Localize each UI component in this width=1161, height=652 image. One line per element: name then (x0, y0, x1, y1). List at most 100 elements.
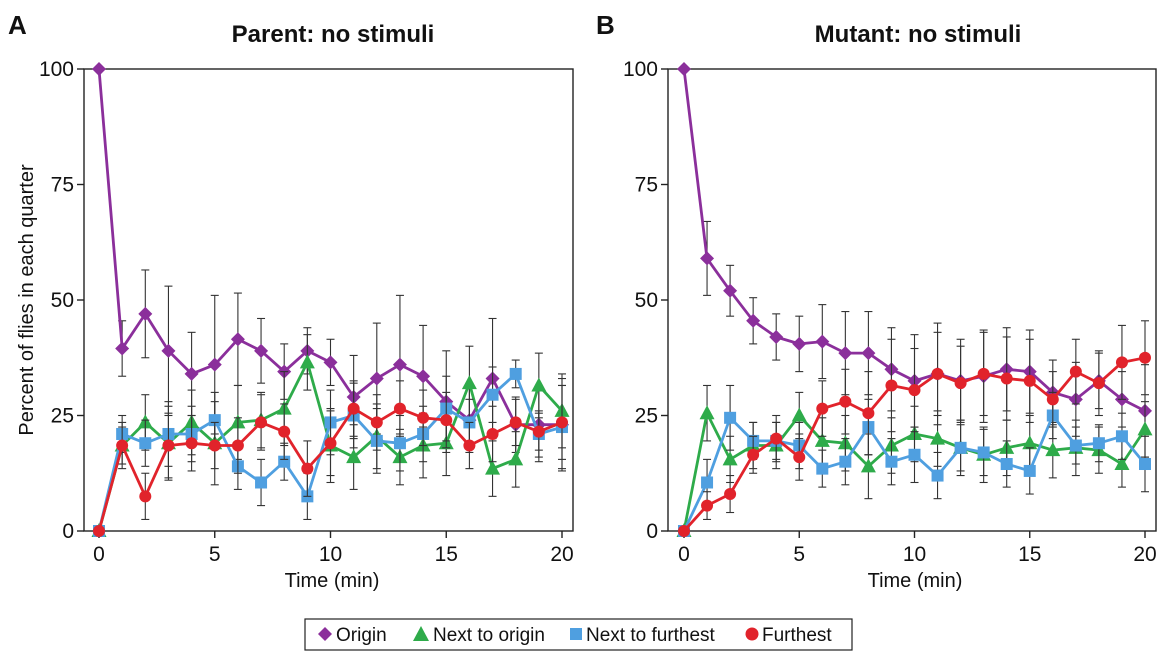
data-point-next-to-origin (299, 354, 315, 369)
data-point-furthest (747, 448, 760, 461)
data-point-next-to-origin (1045, 442, 1061, 457)
panel-a-series-furthest (93, 380, 568, 537)
panel-b-series-next-to-furthest (678, 384, 1151, 537)
panel-a-x-tick-label: 0 (93, 543, 105, 566)
panel-b-x-tick-label: 15 (1018, 543, 1041, 566)
panel-b-x-tick-label: 0 (678, 543, 690, 566)
data-point-next-to-furthest (839, 455, 852, 468)
data-point-furthest (862, 407, 875, 420)
data-point-next-to-furthest (255, 476, 268, 489)
panel-a-x-axis-label: Time (min) (285, 570, 380, 592)
data-point-next-to-origin (699, 405, 715, 420)
panel-b-y-tick-label: 100 (623, 58, 658, 81)
data-point-origin (700, 251, 715, 266)
legend-label-next-to-furthest: Next to furthest (586, 625, 716, 646)
data-point-furthest (324, 437, 337, 450)
data-point-next-to-origin (791, 407, 807, 422)
panel-a-x-tick-label: 15 (435, 543, 458, 566)
data-point-next-to-furthest (977, 446, 990, 459)
panel-a-y-tick-label: 50 (51, 289, 74, 312)
panel-b-letter: B (596, 10, 615, 40)
data-point-origin (792, 336, 807, 351)
data-point-origin (746, 313, 761, 328)
data-point-origin (861, 346, 876, 361)
data-point-furthest (532, 425, 545, 438)
legend-item-next-to-origin: Next to origin (413, 625, 545, 646)
data-point-origin (416, 369, 431, 384)
data-point-next-to-furthest (885, 455, 898, 468)
legend: Origin Next to origin Next to furthest F… (304, 618, 853, 651)
data-point-next-to-origin (485, 460, 501, 475)
data-point-next-to-furthest (1139, 458, 1151, 471)
data-point-next-to-origin (1022, 435, 1038, 450)
panel-b-y-tick-label: 50 (635, 289, 658, 312)
data-point-next-to-furthest (954, 441, 967, 454)
data-point-origin (254, 343, 269, 358)
data-point-furthest (1046, 393, 1059, 406)
data-point-next-to-furthest (1000, 458, 1013, 471)
data-point-next-to-furthest (1115, 430, 1128, 443)
data-point-next-to-origin (814, 432, 830, 447)
data-point-furthest (93, 525, 105, 537)
data-point-furthest (278, 425, 291, 438)
data-point-next-to-origin (860, 458, 876, 473)
panel-b-x-axis-label: Time (min) (868, 570, 963, 592)
data-point-origin (230, 332, 245, 347)
data-point-furthest (793, 451, 806, 464)
data-point-next-to-furthest (509, 367, 522, 380)
data-point-origin (838, 346, 853, 361)
data-point-furthest (839, 395, 852, 408)
data-point-next-to-furthest (931, 469, 944, 482)
legend-origin-diamond-icon (318, 627, 332, 641)
data-point-furthest (162, 439, 175, 452)
panel-a-x-tick-label: 10 (319, 543, 342, 566)
data-point-furthest (701, 499, 714, 512)
data-point-next-to-furthest (486, 388, 499, 401)
legend-label-origin: Origin (336, 625, 387, 646)
panel-a-x-tick-label: 20 (550, 543, 573, 566)
data-point-furthest (463, 439, 476, 452)
data-point-origin (184, 366, 199, 381)
data-point-furthest (486, 427, 499, 440)
panel-a-y-tick-label: 0 (62, 520, 74, 543)
panel-b-y-tick-label: 0 (646, 520, 658, 543)
data-point-furthest (208, 439, 221, 452)
data-point-next-to-furthest (208, 414, 221, 427)
data-point-origin (138, 306, 153, 321)
legend-next-to-origin-triangle-icon (413, 626, 429, 641)
panel-a-plot: 0 25 50 75 100 0 5 10 15 20 (39, 58, 574, 566)
panel-a-title: Parent: no stimuli (232, 21, 435, 48)
panel-b-x-tick-label: 10 (903, 543, 926, 566)
data-point-next-to-furthest (1092, 437, 1105, 450)
data-point-furthest (954, 377, 967, 390)
panel-b-series-furthest (678, 320, 1151, 537)
data-point-furthest (139, 490, 152, 503)
panel-a-y-tick-label: 25 (51, 405, 74, 428)
data-point-origin (677, 62, 691, 76)
data-point-next-to-furthest (816, 462, 829, 475)
data-point-next-to-origin (1114, 456, 1130, 471)
data-point-furthest (678, 525, 690, 537)
legend-item-next-to-furthest: Next to furthest (570, 625, 716, 646)
data-point-next-to-origin (1137, 421, 1153, 436)
data-point-next-to-furthest (393, 437, 406, 450)
legend-item-furthest: Furthest (745, 625, 832, 646)
data-point-origin (769, 329, 784, 344)
data-point-furthest (977, 367, 990, 380)
data-point-next-to-furthest (1069, 439, 1082, 452)
data-point-furthest (1023, 374, 1036, 387)
data-point-origin (815, 334, 830, 349)
data-point-furthest (885, 379, 898, 392)
legend-furthest-circle-icon (745, 627, 759, 641)
data-point-furthest (724, 488, 737, 501)
panel-b-y-tick-label: 75 (635, 174, 658, 197)
data-point-furthest (931, 367, 944, 380)
data-point-furthest (370, 416, 383, 429)
data-point-furthest (908, 384, 921, 397)
data-point-furthest (509, 416, 522, 429)
panel-a-letter: A (8, 10, 27, 40)
data-point-furthest (1092, 377, 1105, 390)
data-point-furthest (1000, 372, 1013, 385)
data-point-next-to-furthest (278, 455, 291, 468)
data-point-origin (323, 355, 338, 370)
